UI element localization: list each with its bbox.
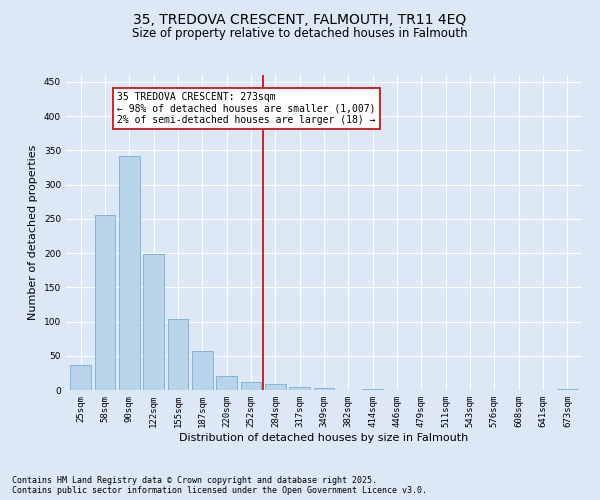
Bar [192,351,212,390]
Bar [216,376,237,390]
Bar [241,382,262,390]
Bar [119,156,140,390]
Bar [70,364,91,390]
Text: Contains HM Land Registry data © Crown copyright and database right 2025.
Contai: Contains HM Land Registry data © Crown c… [12,476,427,495]
X-axis label: Distribution of detached houses by size in Falmouth: Distribution of detached houses by size … [179,432,469,442]
Bar [95,214,115,390]
Bar [289,388,310,390]
Text: Size of property relative to detached houses in Falmouth: Size of property relative to detached ho… [132,28,468,40]
Bar [143,254,164,390]
Text: 35 TREDOVA CRESCENT: 273sqm
← 98% of detached houses are smaller (1,007)
2% of s: 35 TREDOVA CRESCENT: 273sqm ← 98% of det… [117,92,376,126]
Y-axis label: Number of detached properties: Number of detached properties [28,145,38,320]
Bar [314,388,334,390]
Bar [265,384,286,390]
Bar [167,319,188,390]
Text: 35, TREDOVA CRESCENT, FALMOUTH, TR11 4EQ: 35, TREDOVA CRESCENT, FALMOUTH, TR11 4EQ [133,12,467,26]
